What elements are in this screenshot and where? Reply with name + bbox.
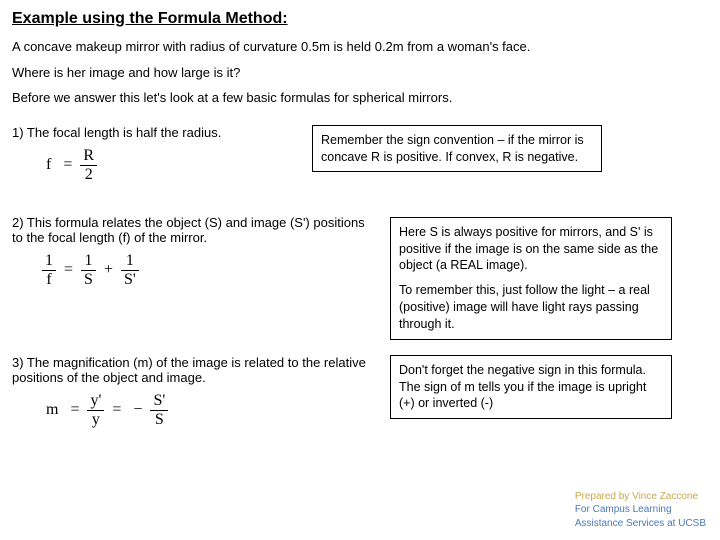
den: S [81, 271, 96, 288]
rule-1: 1) The focal length is half the radius. … [12, 125, 708, 197]
rule-2: 2) This formula relates the object (S) a… [12, 215, 708, 333]
intro-p2: Where is her image and how large is it? [12, 64, 708, 82]
rule-2-note-box: Here S is always positive for mirrors, a… [390, 217, 672, 340]
fraction-num: R [80, 148, 97, 166]
footer-author: Prepared by Vince Zaccone [575, 490, 706, 504]
den: S' [121, 271, 139, 288]
rule-1-text: 1) The focal length is half the radius. [12, 125, 342, 140]
num: 1 [42, 253, 56, 271]
rule-3-note: Don't forget the negative sign in this f… [399, 363, 646, 411]
frac-1f: 1 f [42, 253, 56, 288]
plus-sign: + [104, 261, 113, 279]
frac-yy: y' y [87, 393, 104, 428]
equals-sign: = [64, 261, 73, 279]
page-title: Example using the Formula Method: [12, 10, 708, 28]
formula-fraction: R 2 [80, 148, 97, 183]
formula-lhs: m [46, 401, 58, 419]
rule-2-note-p2: To remember this, just follow the light … [399, 282, 663, 333]
frac-1sp: 1 S' [121, 253, 139, 288]
formula-lhs: f [46, 156, 51, 174]
num: 1 [121, 253, 139, 271]
frac-1s: 1 S [81, 253, 96, 288]
den: y [87, 411, 104, 428]
intro-p3: Before we answer this let's look at a fe… [12, 89, 708, 107]
num: S' [150, 393, 168, 411]
equals-sign: = [70, 401, 79, 419]
num: y' [87, 393, 104, 411]
footer-org2: Assistance Services at UCSB [575, 517, 706, 531]
footer: Prepared by Vince Zaccone For Campus Lea… [575, 490, 706, 531]
den: f [42, 271, 56, 288]
equals-sign: = [63, 156, 72, 174]
rule-3: 3) The magnification (m) of the image is… [12, 355, 708, 445]
footer-org1: For Campus Learning [575, 503, 706, 517]
rule-2-note-p1: Here S is always positive for mirrors, a… [399, 224, 663, 275]
rule-1-note: Remember the sign convention – if the mi… [321, 133, 584, 164]
rule-1-note-box: Remember the sign convention – if the mi… [312, 125, 602, 173]
rule-2-text: 2) This formula relates the object (S) a… [12, 215, 372, 245]
num: 1 [81, 253, 96, 271]
den: S [150, 411, 168, 428]
rule-3-text: 3) The magnification (m) of the image is… [12, 355, 372, 385]
minus-sign: − [133, 401, 142, 419]
frac-ss: S' S [150, 393, 168, 428]
equals-sign: = [112, 401, 121, 419]
intro-p1: A concave makeup mirror with radius of c… [12, 38, 708, 56]
fraction-den: 2 [80, 166, 97, 183]
rule-3-note-box: Don't forget the negative sign in this f… [390, 355, 672, 420]
